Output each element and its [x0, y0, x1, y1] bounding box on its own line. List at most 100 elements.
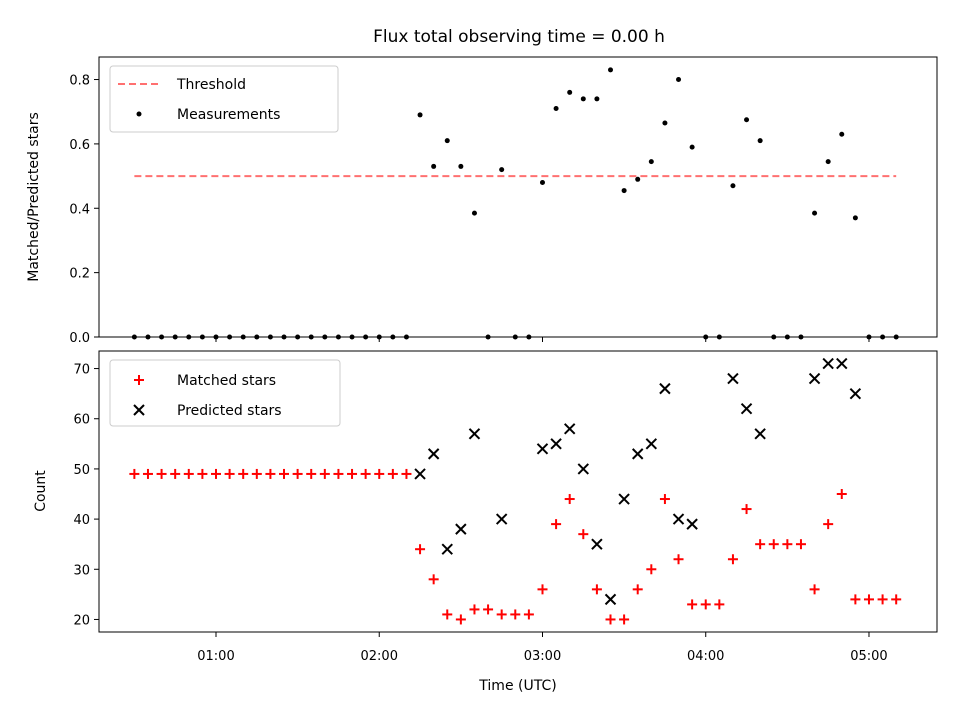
x-tick-label: 02:00: [361, 649, 398, 664]
measurement-point: [580, 96, 586, 102]
predicted-point: [591, 538, 603, 550]
predicted-point-b: [672, 513, 685, 525]
measurement-point: [676, 77, 682, 83]
figure-title: Flux total observing time = 0.00 h: [373, 27, 665, 47]
predicted-point: [740, 402, 753, 415]
matched-point: [768, 539, 779, 550]
matched-point: [319, 468, 330, 479]
bottom-y-ticks: 20 30 40 50 60 70: [73, 363, 99, 628]
matched-point: [496, 609, 507, 620]
measurement-point: [730, 183, 736, 189]
predicted-point-b: [563, 423, 576, 435]
matched-point: [387, 468, 398, 479]
predicted-point: [849, 387, 862, 400]
matched-point: [156, 468, 167, 479]
matched-point: [510, 609, 521, 620]
predicted-point-b: [577, 463, 590, 475]
bottom-y-axis-title: Count: [33, 470, 49, 512]
matched-legend-label: Matched stars: [177, 373, 276, 389]
top-legend-box: [109, 65, 339, 133]
bottom-y-tick-label: 60: [73, 413, 90, 428]
bottom-panel: 20 30 40 50 60 70 01:00 02:00 03:00 04:00 05:00 C…: [33, 350, 938, 694]
predicted-legend-label: Predicted stars: [177, 403, 282, 419]
top-x-ticks: [215, 337, 870, 342]
predicted-point-b: [822, 357, 834, 370]
matched-point: [551, 519, 562, 530]
bottom-marks: [129, 357, 902, 625]
predicted-point-b: [686, 518, 698, 530]
predicted-point: [563, 423, 576, 435]
measurement-point: [689, 144, 695, 150]
predicted-point: [659, 382, 671, 395]
matched-point: [850, 594, 861, 605]
predicted-point-b: [468, 428, 481, 440]
predicted-point: [618, 493, 630, 505]
matched-point: [210, 468, 221, 479]
matched-point: [632, 584, 643, 595]
measurement-point: [662, 120, 668, 126]
measurement-point: [471, 210, 477, 216]
matched-point: [428, 574, 439, 585]
matched-point: [891, 594, 902, 605]
predicted-point-b: [455, 523, 467, 535]
matched-point: [523, 609, 534, 620]
predicted-point: [754, 428, 766, 440]
measurement-point: [635, 176, 641, 182]
measurement-point: [757, 138, 763, 144]
predicted-point-b: [604, 593, 617, 606]
predicted-point-b: [659, 382, 671, 395]
matched-point: [877, 594, 888, 605]
matched-point: [347, 468, 358, 479]
matched-point: [619, 614, 630, 625]
predicted-point: [441, 543, 453, 555]
x-axis-title: Time (UTC): [478, 678, 556, 694]
top-marks: [131, 67, 899, 340]
matched-point: [279, 468, 290, 479]
matched-point: [823, 519, 834, 530]
bottom-y-tick-label: 30: [73, 563, 90, 578]
matched-point: [265, 468, 276, 479]
predicted-point-b: [727, 372, 739, 385]
measurements-legend-label: Measurements: [177, 107, 280, 123]
bottom-y-tick-label: 70: [73, 363, 90, 378]
top-y-tick-label: 0.8: [69, 74, 90, 89]
predicted-point-b: [645, 438, 658, 450]
matched-point: [238, 468, 249, 479]
threshold-legend-label: Threshold: [176, 77, 246, 93]
matched-point: [129, 468, 140, 479]
measurement-point: [458, 163, 464, 169]
predicted-point-b: [754, 428, 766, 440]
bottom-axes-frame: [98, 350, 938, 633]
predicted-point: [427, 448, 440, 460]
predicted-point: [468, 428, 481, 440]
predicted-point: [836, 357, 848, 370]
matched-point: [646, 564, 657, 575]
x-tick-label: 05:00: [850, 649, 887, 664]
matched-point: [727, 554, 738, 565]
top-y-tick-label: 0.4: [69, 202, 90, 217]
matched-point: [741, 504, 752, 515]
predicted-point-b: [536, 443, 549, 455]
matched-point: [197, 468, 208, 479]
matched-point: [251, 468, 262, 479]
matched-point: [836, 489, 847, 500]
matched-point: [687, 599, 698, 610]
bottom-legend: Matched stars Predicted stars: [109, 359, 341, 427]
measurement-point: [839, 131, 845, 137]
predicted-legend-swatch: [133, 404, 145, 416]
matched-point: [306, 468, 317, 479]
top-y-axis-title: Matched/Predicted stars: [26, 112, 42, 282]
matched-point: [564, 494, 575, 505]
matched-point: [809, 584, 820, 595]
matched-legend-swatch: [134, 375, 144, 385]
matched-point: [659, 494, 670, 505]
predicted-point-b: [591, 538, 603, 550]
x-tick-label: 03:00: [524, 649, 561, 664]
measurement-point: [812, 210, 818, 216]
measurement-point: [417, 112, 423, 118]
measurement-point: [621, 188, 627, 194]
predicted-point: [455, 523, 467, 535]
matched-point: [673, 554, 684, 565]
measurements-legend-swatch: [136, 111, 142, 117]
matched-point: [292, 468, 303, 479]
